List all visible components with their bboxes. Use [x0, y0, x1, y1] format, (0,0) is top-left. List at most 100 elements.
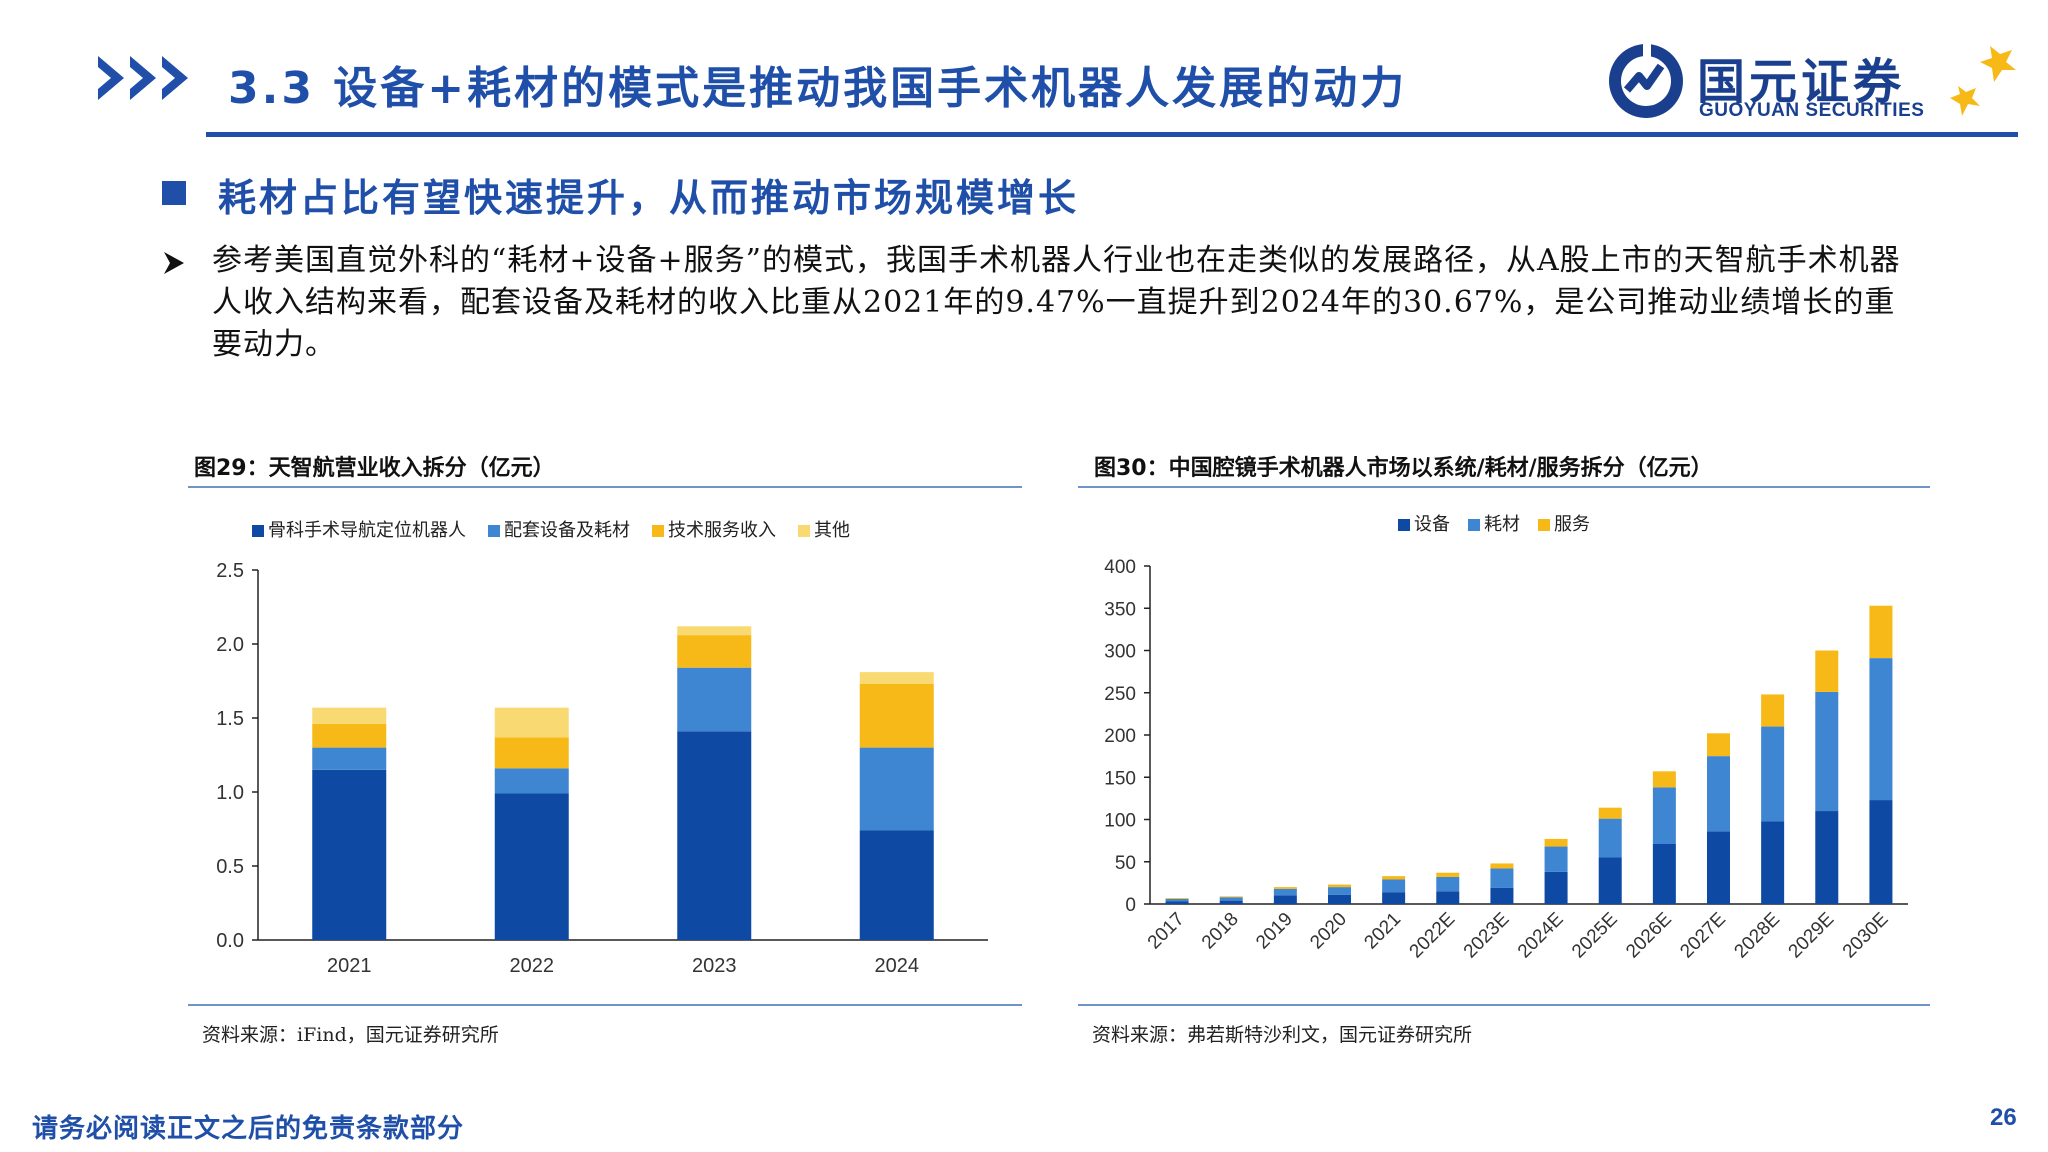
bar-segment	[1273, 895, 1297, 904]
bar-segment	[1165, 901, 1189, 904]
page-number: 26	[1990, 1104, 2017, 1131]
bar-segment	[1490, 863, 1514, 869]
bar-segment	[1273, 888, 1297, 896]
y-tick-label: 300	[1104, 642, 1136, 663]
bar-segment	[1761, 726, 1785, 822]
bar-segment	[312, 747, 387, 770]
y-tick-label: 100	[1104, 811, 1136, 832]
bar-segment	[1652, 787, 1676, 845]
bar-segment	[312, 769, 387, 940]
x-tick-label: 2026E	[1622, 909, 1676, 963]
legend-swatch	[798, 525, 810, 537]
bar-segment	[1165, 898, 1189, 902]
bar-segment	[1761, 694, 1785, 727]
legend-label: 其他	[814, 520, 850, 541]
bar-segment	[1761, 821, 1785, 904]
chevron-notch	[162, 67, 175, 89]
bar-segment	[1815, 691, 1839, 812]
bar-segment	[1707, 756, 1730, 832]
legend-label: 骨科手术导航定位机器人	[268, 520, 466, 541]
x-tick-label: 2030E	[1839, 909, 1893, 963]
x-tick-label: 2025E	[1568, 909, 1622, 963]
bar-segment	[859, 830, 934, 940]
section-title: 耗材占比有望快速提升，从而推动市场规模增长	[218, 176, 1080, 220]
x-tick-label: 2022E	[1406, 909, 1460, 963]
y-tick-label: 0.5	[216, 856, 244, 878]
logo-text-cn: 国元证券	[1697, 54, 1906, 110]
bar-segment	[1328, 894, 1351, 904]
x-tick-label: 2023E	[1460, 909, 1514, 963]
x-tick-label: 2018	[1198, 909, 1243, 954]
bar-segment	[1869, 800, 1893, 904]
legend-swatch	[1538, 519, 1550, 531]
bar-segment	[1490, 887, 1514, 904]
slide-header: 3.3 设备+耗材的模式是推动我国手术机器人发展的动力 国元证券 GUOYUAN…	[0, 0, 2048, 142]
company-logo: 国元证券 GUOYUAN SECURITIES	[1605, 40, 2025, 126]
header-divider	[206, 132, 2018, 137]
legend-swatch	[488, 525, 500, 537]
y-tick-label: 0	[1125, 895, 1136, 916]
bar-segment	[1382, 876, 1406, 880]
body-paragraph: 参考美国直觉外科的“耗材+设备+服务”的模式，我国手术机器人行业也在走类似的发展…	[212, 243, 1901, 362]
bar-segment	[1815, 650, 1839, 692]
bar-segment	[677, 731, 752, 940]
chart1-title: 图29：天智航营业收入拆分（亿元）	[194, 456, 555, 481]
chart1-bottom-rule	[188, 1004, 1022, 1006]
bar-segment	[677, 626, 752, 636]
bar-segment	[1219, 900, 1243, 904]
chevron-notch	[98, 67, 111, 89]
chart2-top-rule	[1078, 486, 1930, 488]
star-accent-icon	[1950, 46, 2016, 116]
bar-segment	[859, 683, 934, 748]
chart2-bottom-rule	[1078, 1004, 1930, 1006]
chart2-source: 资料来源：弗若斯特沙利文，国元证券研究所	[1092, 1024, 1473, 1046]
chart2-title: 图30：中国腔镜手术机器人市场以系统/耗材/服务拆分（亿元）	[1094, 456, 1713, 481]
arrow-bullet-icon	[164, 252, 184, 274]
legend-label: 耗材	[1484, 514, 1520, 535]
x-tick-label: 2017	[1144, 909, 1189, 954]
bar-segment	[1219, 896, 1243, 898]
bar-segment	[677, 635, 752, 668]
bar-segment	[1598, 818, 1622, 858]
bar-segment	[1598, 857, 1622, 904]
bar-segment	[1652, 844, 1676, 904]
bar-segment	[677, 667, 752, 732]
y-tick-label: 2.5	[216, 560, 244, 582]
page-title: 3.3 设备+耗材的模式是推动我国手术机器人发展的动力	[228, 63, 1408, 114]
bar-segment	[312, 707, 387, 724]
legend-swatch	[1398, 519, 1410, 531]
chart1-svg: 0.0 0.5 1.0 1.5 2.0 2.5 2021 2022 2023 2024 骨科手术导航…	[216, 520, 988, 977]
bar-segment	[1328, 884, 1351, 888]
bar-segment	[1869, 605, 1893, 659]
y-tick-label: 1.0	[216, 782, 244, 804]
bar-segment	[859, 747, 934, 831]
x-tick-label: 2019	[1252, 909, 1297, 954]
chart1-top-rule	[188, 486, 1022, 488]
bar-segment	[1652, 771, 1676, 788]
x-tick-label: 2023	[692, 955, 737, 977]
y-tick-label: 200	[1104, 726, 1136, 747]
bar-segment	[859, 672, 934, 684]
bar-segment	[1165, 898, 1189, 899]
legend-label: 技术服务收入	[668, 520, 776, 541]
x-tick-label: 2027E	[1676, 909, 1730, 963]
y-tick-label: 0.0	[216, 930, 244, 952]
logo-mark-icon	[1609, 40, 1683, 118]
bar-segment	[1436, 876, 1460, 892]
y-tick-label: 350	[1104, 599, 1136, 620]
bar-segment	[1382, 879, 1406, 893]
bar-segment	[1707, 733, 1730, 757]
bar-segment	[494, 737, 569, 769]
legend-label: 服务	[1554, 514, 1590, 535]
x-tick-label: 2020	[1306, 909, 1351, 954]
y-tick-label: 150	[1104, 768, 1136, 789]
section-bullet-square	[162, 181, 186, 205]
bar-segment	[1490, 868, 1514, 888]
y-tick-label: 1.5	[216, 708, 244, 730]
chevron-notch	[130, 67, 143, 89]
y-tick-label: 50	[1115, 853, 1136, 874]
bar-segment	[1436, 872, 1460, 877]
y-tick-label: 400	[1104, 557, 1136, 578]
bar-segment	[1273, 887, 1297, 889]
x-tick-label: 2028E	[1730, 909, 1784, 963]
